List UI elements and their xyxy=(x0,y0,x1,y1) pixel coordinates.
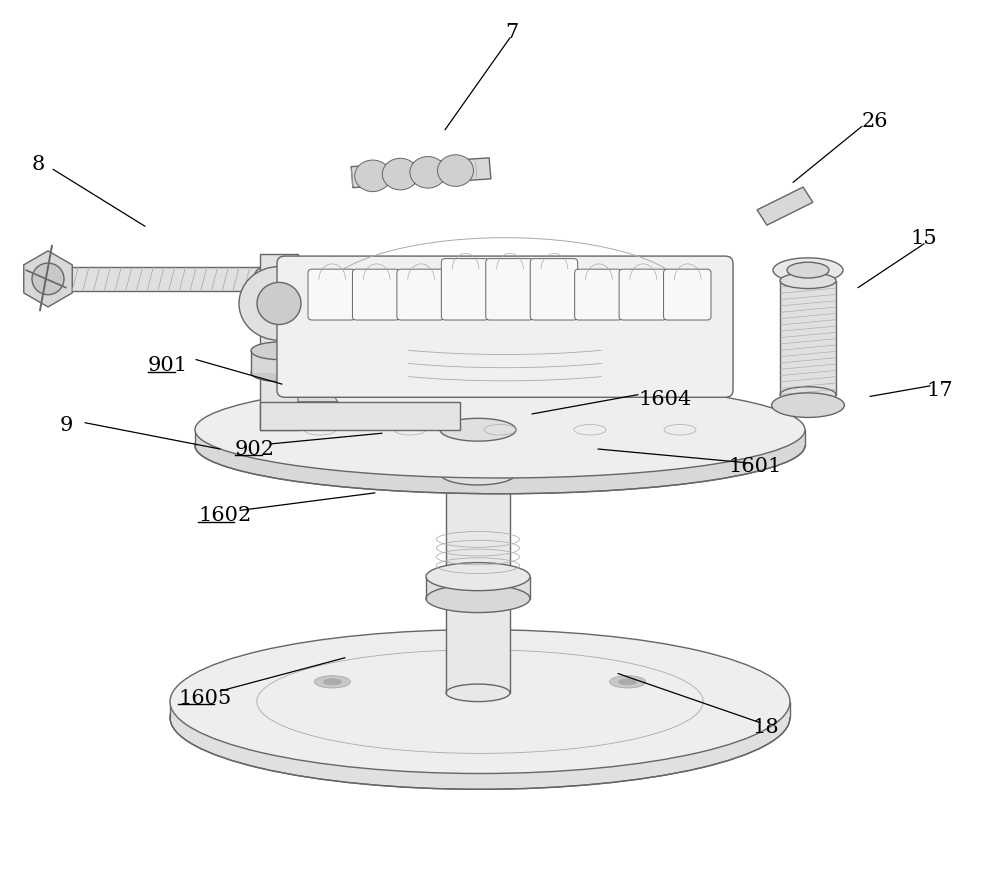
FancyBboxPatch shape xyxy=(277,256,733,397)
Bar xyxy=(170,702,790,717)
Ellipse shape xyxy=(787,262,829,278)
Ellipse shape xyxy=(446,684,510,702)
FancyBboxPatch shape xyxy=(619,269,667,320)
Text: 1602: 1602 xyxy=(198,506,251,525)
Ellipse shape xyxy=(355,160,391,191)
Polygon shape xyxy=(757,187,813,225)
FancyBboxPatch shape xyxy=(308,269,355,320)
Ellipse shape xyxy=(251,364,307,381)
Polygon shape xyxy=(24,251,72,307)
Ellipse shape xyxy=(323,679,341,685)
Polygon shape xyxy=(351,158,491,188)
Bar xyxy=(260,254,298,430)
Ellipse shape xyxy=(438,154,474,186)
Text: 1604: 1604 xyxy=(638,389,691,409)
Text: 15: 15 xyxy=(910,229,937,248)
Ellipse shape xyxy=(257,282,301,324)
Ellipse shape xyxy=(619,679,637,685)
Text: 7: 7 xyxy=(505,23,518,42)
Ellipse shape xyxy=(314,675,350,688)
Text: 901: 901 xyxy=(148,356,188,375)
Ellipse shape xyxy=(772,393,844,417)
Text: 1605: 1605 xyxy=(178,688,231,708)
FancyBboxPatch shape xyxy=(486,259,533,320)
Bar xyxy=(72,267,265,291)
FancyBboxPatch shape xyxy=(352,269,400,320)
Text: 9: 9 xyxy=(60,416,73,435)
Ellipse shape xyxy=(426,585,530,612)
Ellipse shape xyxy=(195,397,805,494)
Text: 17: 17 xyxy=(926,381,953,400)
Ellipse shape xyxy=(773,258,843,282)
Text: 1601: 1601 xyxy=(728,457,781,476)
Ellipse shape xyxy=(32,263,64,295)
Text: 18: 18 xyxy=(752,718,779,738)
Bar xyxy=(426,577,530,598)
FancyBboxPatch shape xyxy=(441,259,489,320)
Ellipse shape xyxy=(440,418,516,441)
Bar xyxy=(260,402,460,430)
Ellipse shape xyxy=(382,159,418,189)
Ellipse shape xyxy=(239,267,319,340)
Bar xyxy=(251,351,307,373)
Ellipse shape xyxy=(410,156,446,188)
Ellipse shape xyxy=(780,387,836,403)
FancyBboxPatch shape xyxy=(575,269,622,320)
Bar xyxy=(195,430,805,446)
FancyBboxPatch shape xyxy=(530,259,578,320)
Ellipse shape xyxy=(251,342,307,360)
Ellipse shape xyxy=(610,675,646,688)
Polygon shape xyxy=(298,349,338,402)
Ellipse shape xyxy=(446,465,510,482)
Ellipse shape xyxy=(426,563,530,591)
Text: 902: 902 xyxy=(235,439,275,459)
Text: 8: 8 xyxy=(32,155,45,175)
Bar xyxy=(446,474,510,693)
Text: 26: 26 xyxy=(862,111,889,131)
FancyBboxPatch shape xyxy=(664,269,711,320)
Ellipse shape xyxy=(254,267,276,291)
Ellipse shape xyxy=(780,273,836,289)
Ellipse shape xyxy=(440,462,516,485)
Bar xyxy=(440,430,516,474)
Ellipse shape xyxy=(170,645,790,789)
FancyBboxPatch shape xyxy=(397,269,444,320)
Ellipse shape xyxy=(170,630,790,774)
Bar xyxy=(780,281,836,395)
Ellipse shape xyxy=(195,381,805,478)
